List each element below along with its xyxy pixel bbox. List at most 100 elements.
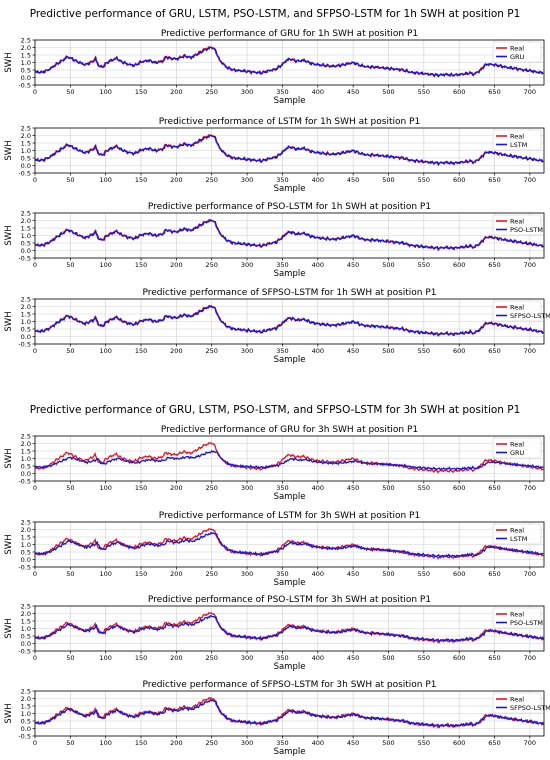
x-tick-label: 650 (488, 654, 500, 662)
series-line-pred (34, 218, 544, 252)
x-tick-label: 600 (453, 484, 465, 492)
y-tick-label: -0.5 (18, 169, 31, 177)
x-tick-label: 400 (312, 739, 324, 747)
chart-panel: 0 50 100 150 200 250 300 350 400 450 500 550 600 650 7… (4, 595, 545, 672)
chart-panel: 0 50 100 150 200 250 300 350 400 450 500 550 600 650 7… (4, 202, 545, 279)
x-tick-label: 700 (524, 654, 536, 662)
y-axis-label: SWH (4, 618, 14, 638)
series-line-pred (34, 134, 544, 167)
x-axis-label: Sample (274, 747, 306, 757)
x-tick-label: 450 (347, 347, 359, 355)
x-tick-label: 600 (453, 654, 465, 662)
chart-panel: 0 50 100 150 200 250 300 350 400 450 500 550 600 650 7… (4, 288, 550, 365)
x-tick-label: 0 (33, 261, 37, 269)
y-tick-label: 2.0 (21, 217, 31, 225)
y-tick-label: 0.0 (21, 162, 31, 170)
x-tick-label: 150 (135, 176, 147, 184)
y-tick-label: 0.0 (21, 640, 31, 648)
y-tick-label: 0.0 (21, 470, 31, 478)
y-tick-label: 2.5 (21, 432, 31, 440)
y-tick-label: 2.0 (21, 132, 31, 140)
x-tick-label: 300 (241, 88, 253, 96)
y-tick-label: -0.5 (18, 647, 31, 655)
y-tick-label: 0.5 (21, 66, 31, 74)
x-tick-label: 250 (206, 739, 218, 747)
x-tick-label: 700 (524, 176, 536, 184)
x-tick-label: 550 (418, 88, 430, 96)
y-tick-label: 1.0 (21, 625, 31, 633)
x-tick-label: 50 (66, 176, 74, 184)
y-tick-label: 2.5 (21, 687, 31, 695)
y-tick-label: 1.0 (21, 541, 31, 549)
x-tick-label: 50 (66, 347, 74, 355)
x-tick-label: 400 (312, 347, 324, 355)
legend-label: PSO-LSTM (510, 619, 543, 627)
x-tick-label: 700 (524, 739, 536, 747)
y-tick-label: 2.0 (21, 695, 31, 703)
y-axis-label: SWH (4, 52, 14, 72)
x-tick-label: 600 (453, 570, 465, 578)
x-tick-label: 450 (347, 88, 359, 96)
x-tick-label: 300 (241, 739, 253, 747)
x-tick-label: 700 (524, 88, 536, 96)
x-tick-label: 400 (312, 261, 324, 269)
chart-title: Predictive performance of GRU for 3h SWH… (161, 425, 418, 435)
legend-label: Real (510, 303, 524, 311)
x-tick-label: 450 (347, 176, 359, 184)
x-tick-label: 200 (170, 570, 182, 578)
x-tick-label: 600 (453, 739, 465, 747)
legend-label: SFPSO-LSTM (510, 704, 550, 712)
x-tick-label: 600 (453, 261, 465, 269)
x-tick-label: 250 (206, 176, 218, 184)
x-tick-label: 600 (453, 176, 465, 184)
x-tick-label: 150 (135, 88, 147, 96)
x-tick-label: 500 (382, 261, 394, 269)
chart-title: Predictive performance of LSTM for 1h SW… (159, 117, 420, 127)
x-tick-label: 100 (99, 88, 111, 96)
x-tick-label: 650 (488, 261, 500, 269)
x-tick-label: 0 (33, 654, 37, 662)
x-tick-label: 300 (241, 654, 253, 662)
x-tick-label: 650 (488, 570, 500, 578)
y-tick-label: 0.5 (21, 632, 31, 640)
x-axis-label: Sample (274, 355, 306, 365)
x-tick-label: 0 (33, 570, 37, 578)
series-line-pred (34, 46, 544, 78)
legend-label: Real (510, 695, 524, 703)
chart-title: Predictive performance of GRU for 1h SWH… (161, 29, 418, 39)
y-tick-label: 1.5 (21, 139, 31, 147)
y-tick-label: 1.5 (21, 224, 31, 232)
x-tick-label: 500 (382, 484, 394, 492)
x-tick-label: 400 (312, 484, 324, 492)
x-tick-label: 50 (66, 484, 74, 492)
y-axis-label: SWH (4, 448, 14, 468)
x-tick-label: 100 (99, 176, 111, 184)
legend-label: GRU (510, 449, 525, 457)
y-tick-label: -0.5 (18, 81, 31, 89)
x-tick-label: 350 (276, 261, 288, 269)
x-tick-label: 700 (524, 484, 536, 492)
x-tick-label: 200 (170, 654, 182, 662)
y-tick-label: 2.5 (21, 602, 31, 610)
y-tick-label: 0.5 (21, 717, 31, 725)
x-tick-label: 350 (276, 654, 288, 662)
x-axis-label: Sample (274, 96, 306, 106)
suptitle-3h: Predictive performance of GRU, LSTM, PSO… (30, 404, 521, 416)
y-tick-label: 1.5 (21, 702, 31, 710)
x-tick-label: 250 (206, 654, 218, 662)
x-tick-label: 150 (135, 347, 147, 355)
y-axis-label: SWH (4, 703, 14, 723)
x-tick-label: 150 (135, 739, 147, 747)
x-tick-label: 550 (418, 739, 430, 747)
x-tick-label: 650 (488, 347, 500, 355)
y-tick-label: 1.5 (21, 310, 31, 318)
x-tick-label: 450 (347, 261, 359, 269)
y-tick-label: 0.5 (21, 548, 31, 556)
x-tick-label: 600 (453, 88, 465, 96)
y-tick-label: 2.0 (21, 44, 31, 52)
chart-title: Predictive performance of PSO-LSTM for 1… (148, 202, 431, 212)
chart-panel: 0 50 100 150 200 250 300 350 400 450 500 550 600 650 7… (4, 680, 550, 757)
y-tick-label: -0.5 (18, 340, 31, 348)
x-tick-label: 50 (66, 261, 74, 269)
x-tick-label: 700 (524, 347, 536, 355)
